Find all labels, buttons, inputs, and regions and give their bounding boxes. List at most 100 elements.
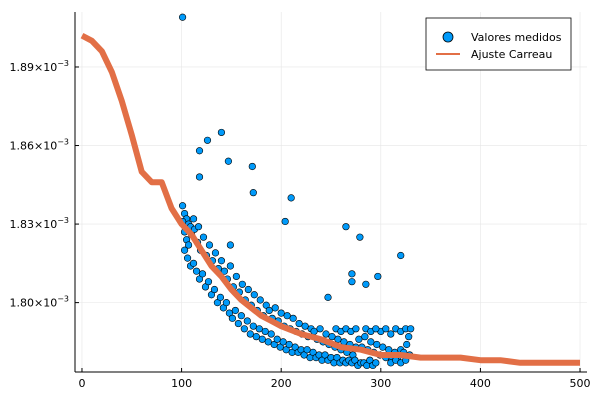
ticks: 0 100 200 300 400 500 1.80×10−3 1.83×10−3 1.86×1… xyxy=(9,59,590,390)
data-point xyxy=(226,262,234,270)
data-point xyxy=(303,346,311,354)
data-point xyxy=(238,280,246,288)
data-point xyxy=(252,333,260,341)
data-point xyxy=(256,296,264,304)
data-point xyxy=(240,325,248,333)
data-point xyxy=(258,335,266,343)
data-point xyxy=(295,319,303,328)
data-point xyxy=(204,278,213,286)
data-point xyxy=(210,285,219,294)
data-point xyxy=(216,293,225,301)
data-point xyxy=(374,272,382,281)
data-point xyxy=(403,340,411,349)
data-point xyxy=(279,338,287,346)
legend-label-measured: Valores medidos xyxy=(471,31,562,44)
data-point xyxy=(243,317,251,325)
data-point xyxy=(271,304,279,312)
data-point xyxy=(211,249,220,257)
data-point xyxy=(234,319,242,328)
data-point xyxy=(405,333,413,341)
data-point xyxy=(372,325,380,333)
data-point xyxy=(379,343,387,351)
data-point xyxy=(192,267,201,275)
data-point xyxy=(310,327,318,336)
data-point xyxy=(205,241,214,249)
data-point xyxy=(273,335,281,343)
data-point xyxy=(248,162,256,171)
data-point xyxy=(322,330,330,338)
data-point xyxy=(222,299,231,307)
data-point xyxy=(249,189,257,197)
data-point xyxy=(352,325,360,333)
y-tick-label-0: 1.80×10−3 xyxy=(9,295,69,310)
data-point xyxy=(397,251,405,260)
data-point xyxy=(189,259,198,267)
data-point xyxy=(342,223,350,231)
data-point xyxy=(355,335,363,343)
x-tick-label-4: 400 xyxy=(470,377,491,390)
data-point xyxy=(283,312,291,320)
data-point xyxy=(407,325,415,333)
data-point xyxy=(264,338,272,346)
data-point xyxy=(183,254,192,262)
data-point xyxy=(217,128,226,137)
data-point xyxy=(228,314,236,322)
scatter-points xyxy=(178,13,415,370)
data-point xyxy=(189,215,198,223)
data-point xyxy=(195,147,204,155)
data-point xyxy=(361,333,369,341)
data-point xyxy=(287,194,295,202)
data-point xyxy=(226,241,234,249)
data-point xyxy=(237,312,245,320)
data-point xyxy=(178,13,187,21)
data-point xyxy=(382,325,390,333)
axes xyxy=(74,12,587,373)
data-point xyxy=(367,338,375,346)
data-point xyxy=(180,246,189,254)
data-point xyxy=(348,278,356,286)
data-point xyxy=(387,330,395,338)
data-point xyxy=(348,270,356,278)
data-point xyxy=(255,325,263,333)
data-point xyxy=(178,202,187,210)
data-point xyxy=(194,223,203,231)
legend-marker-measured xyxy=(442,31,454,43)
data-point xyxy=(372,359,380,367)
y-tick-label-1: 1.83×10−3 xyxy=(9,216,69,231)
x-tick-label-2: 200 xyxy=(271,377,292,390)
y-tick-label-3: 1.89×10−3 xyxy=(9,59,69,74)
x-tick-label-1: 100 xyxy=(171,377,192,390)
data-point xyxy=(301,322,309,330)
data-point xyxy=(261,327,269,336)
legend-box xyxy=(425,17,572,71)
data-point xyxy=(232,272,240,281)
data-point xyxy=(246,330,254,338)
legend: Valores medidos Ajuste Carreau xyxy=(425,17,572,71)
data-point xyxy=(265,306,273,315)
data-point xyxy=(285,340,293,349)
data-point xyxy=(281,217,289,226)
data-point xyxy=(224,157,233,165)
data-point xyxy=(328,333,336,341)
data-point xyxy=(244,285,252,294)
data-point xyxy=(324,293,332,301)
data-point xyxy=(316,325,324,333)
x-tick-label-0: 0 xyxy=(78,377,85,390)
x-tick-label-3: 300 xyxy=(370,377,391,390)
data-point xyxy=(195,173,204,181)
y-tick-label-2: 1.86×10−3 xyxy=(9,138,69,153)
data-point xyxy=(198,270,207,278)
data-point xyxy=(217,257,226,265)
data-point xyxy=(184,241,193,249)
fit-curve xyxy=(80,32,580,366)
legend-label-fit: Ajuste Carreau xyxy=(471,48,552,61)
data-point xyxy=(199,233,208,241)
data-point xyxy=(334,335,342,343)
data-point xyxy=(250,291,258,299)
data-point xyxy=(231,306,239,315)
data-point xyxy=(203,136,212,144)
data-point xyxy=(362,280,370,288)
data-point xyxy=(267,330,275,338)
x-tick-label-5: 500 xyxy=(570,377,591,390)
